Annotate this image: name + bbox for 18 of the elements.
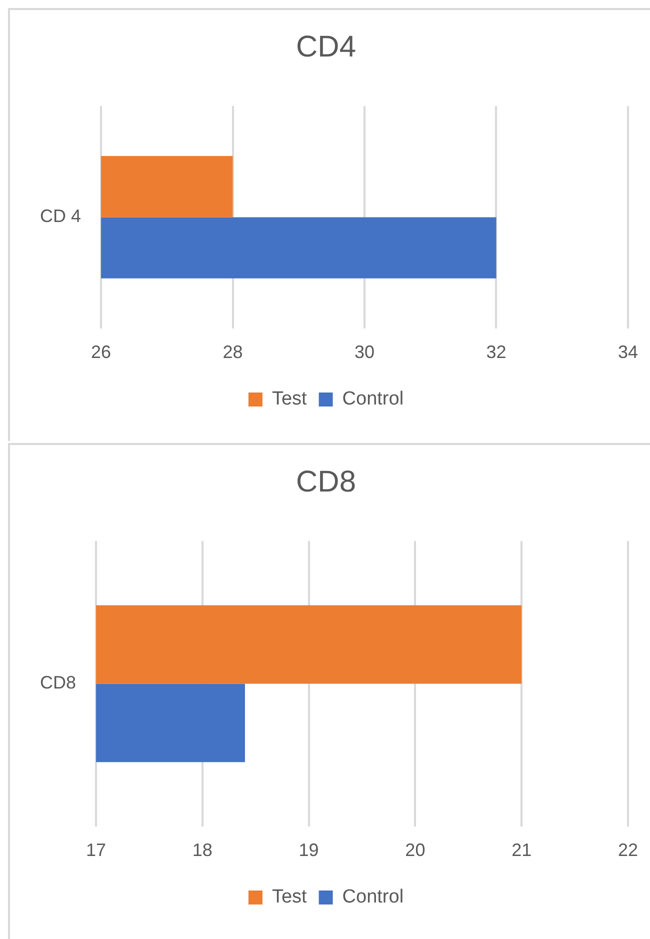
legend-label: Control bbox=[342, 886, 404, 908]
x-tick-label: 34 bbox=[618, 342, 638, 362]
legend-label: Control bbox=[342, 388, 404, 410]
x-tick-label: 26 bbox=[90, 342, 112, 362]
x-tick-label: 17 bbox=[86, 840, 106, 860]
legend-label: Test bbox=[272, 886, 308, 908]
x-tick-label: 22 bbox=[618, 840, 638, 860]
x-tick-label: 28 bbox=[222, 342, 243, 362]
x-tick-label: 30 bbox=[354, 342, 375, 362]
x-tick-label: 19 bbox=[298, 840, 319, 860]
x-tick-label: 20 bbox=[405, 840, 426, 860]
x-tick-label: 18 bbox=[192, 840, 212, 860]
legend-label: Test bbox=[272, 388, 308, 410]
chart-title: CD4 bbox=[296, 30, 356, 64]
x-tick-label: 21 bbox=[512, 840, 532, 860]
y-tick-label: CD 4 bbox=[40, 206, 82, 226]
chart-title: CD8 bbox=[296, 465, 356, 498]
x-tick-label: 32 bbox=[486, 342, 506, 362]
